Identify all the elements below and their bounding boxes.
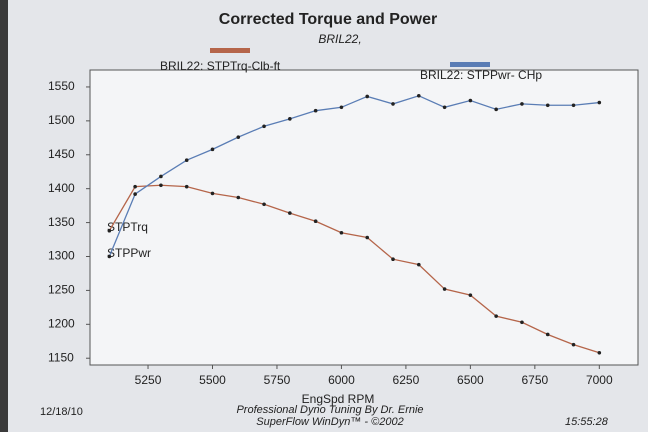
date: 12/18/10 <box>40 406 83 418</box>
point <box>417 262 421 267</box>
chart-subtitle: BRIL22, <box>318 32 361 46</box>
point <box>520 102 524 106</box>
plot-area <box>89 69 639 366</box>
point <box>107 254 112 259</box>
point <box>288 211 292 215</box>
point <box>107 228 112 233</box>
legend-swatch <box>450 62 490 67</box>
y-tick-label: 1400 <box>48 181 75 195</box>
point <box>262 124 266 129</box>
point <box>391 102 395 106</box>
legend-label: BRIL22: STPTrq-Clb-ft <box>160 59 281 73</box>
point <box>571 342 576 347</box>
point <box>494 314 498 318</box>
y-tick-label: 1500 <box>48 113 75 127</box>
x-tick-label: 7000 <box>586 373 613 387</box>
point <box>545 103 550 108</box>
point <box>520 320 524 325</box>
point <box>571 103 576 108</box>
legend-swatch <box>210 48 250 53</box>
y-tick-label: 1150 <box>48 350 74 364</box>
x-tick-label: 6750 <box>521 373 548 387</box>
point <box>159 183 163 188</box>
point <box>313 108 318 113</box>
series-line <box>108 95 600 257</box>
annotation: STPPwr <box>107 246 151 260</box>
y-tick-label: 1450 <box>48 147 75 161</box>
point <box>391 257 395 262</box>
x-tick-label: 6000 <box>328 373 355 387</box>
series-line <box>108 184 600 354</box>
x-tick-label: 5750 <box>264 373 291 387</box>
chart-title: Corrected Torque and Power <box>219 11 437 28</box>
y-tick-label: 1350 <box>48 215 75 229</box>
annotation: STPTrq <box>107 220 148 234</box>
point <box>442 105 447 110</box>
point <box>133 184 137 189</box>
point <box>236 195 241 200</box>
point <box>236 135 241 139</box>
point <box>210 147 215 152</box>
point <box>159 174 163 179</box>
x-axis-label: EngSpd RPM <box>302 392 375 406</box>
point <box>597 350 602 355</box>
point <box>597 100 602 105</box>
time: 15:55:28 <box>565 416 609 428</box>
point <box>417 93 421 98</box>
point <box>339 105 344 110</box>
point <box>313 219 318 224</box>
y-tick-label: 1200 <box>48 316 75 330</box>
point <box>339 230 344 235</box>
x-tick-label: 6500 <box>457 373 484 387</box>
point <box>210 191 215 196</box>
y-tick-label: 1300 <box>48 249 75 263</box>
point <box>442 287 447 291</box>
x-tick-label: 5500 <box>199 373 226 387</box>
y-tick-label: 1550 <box>48 79 75 93</box>
footer: Professional Dyno Tuning By Dr. Ernie <box>236 404 423 416</box>
point <box>468 98 473 103</box>
point <box>184 158 189 162</box>
point <box>365 235 370 240</box>
point <box>545 332 550 337</box>
point <box>133 192 137 196</box>
x-tick-label: 6250 <box>393 373 420 387</box>
point <box>288 117 292 121</box>
legend-label: BRIL22: STPPwr- CHp <box>420 68 542 82</box>
point <box>468 293 473 297</box>
point <box>262 202 266 207</box>
footer: SuperFlow WinDyn™ - ©2002 <box>256 416 403 428</box>
y-tick-label: 1250 <box>48 283 75 297</box>
x-tick-label: 5250 <box>135 373 162 387</box>
point <box>184 184 189 189</box>
point <box>494 107 498 112</box>
point <box>365 94 370 99</box>
